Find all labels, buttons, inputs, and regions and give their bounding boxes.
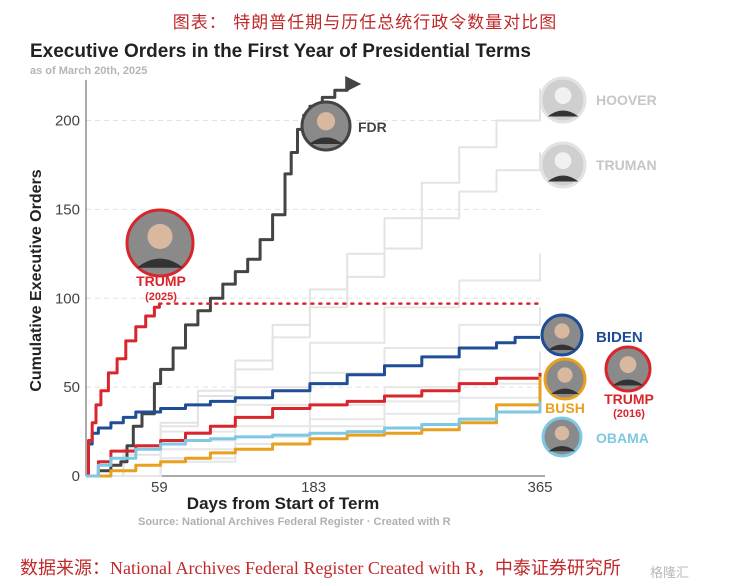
- portrait-suit-trump-2016: [612, 379, 644, 386]
- y-tick-label-50: 50: [63, 379, 80, 396]
- portrait-suit-obama: [548, 446, 576, 452]
- series-sublabel-trump-2016: (2016): [613, 408, 645, 420]
- series-arrow-fdr: [345, 76, 362, 92]
- series-label-trump-2025: TRUMP: [136, 273, 186, 289]
- y-tick-label-200: 200: [55, 113, 80, 130]
- series-line-trump-2025: [86, 303, 161, 478]
- portrait-face-bush: [557, 367, 573, 383]
- series-label-fdr: FDR: [358, 119, 387, 135]
- series-label-truman: TRUMAN: [596, 157, 657, 173]
- x-tick-label-59: 59: [151, 479, 168, 496]
- y-tick-label-100: 100: [55, 290, 80, 307]
- series-line-bush: [86, 376, 542, 478]
- series-line-truman: [86, 152, 541, 477]
- chart-subtitle: as of March 20th, 2025: [30, 65, 147, 77]
- portrait-suit-trump-2025: [136, 258, 184, 268]
- y-axis-label: Cumulative Executive Orders: [28, 169, 45, 391]
- series-label-obama: OBAMA: [596, 430, 649, 446]
- portrait-suit-biden: [548, 344, 576, 350]
- portrait-suit-truman: [547, 175, 579, 182]
- series-label-trump-2016: TRUMP: [604, 391, 654, 407]
- source-footer: 数据来源：National Archives Federal Register …: [20, 558, 621, 578]
- x-tick-label-183: 183: [301, 479, 326, 496]
- y-tick-label-0: 0: [72, 468, 80, 485]
- portrait-suit-hoover: [547, 110, 579, 117]
- series-line-hoover: [86, 88, 541, 477]
- x-tick-label-365: 365: [527, 479, 552, 496]
- series-line-other-a: [86, 253, 541, 477]
- figure-caption: 图表： 特朗普任期与历任总统行政令数量对比图: [172, 13, 558, 33]
- series-label-hoover: HOOVER: [596, 92, 657, 108]
- x-axis-label: Days from Start of Term: [187, 494, 379, 513]
- portrait-face-fdr: [316, 112, 336, 131]
- portrait-face-biden: [554, 323, 570, 339]
- series-line-biden: [86, 335, 540, 478]
- chart-title: Executive Orders in the First Year of Pr…: [30, 41, 531, 62]
- portrait-suit-bush: [551, 388, 579, 394]
- portrait-face-truman: [554, 152, 572, 169]
- portrait-face-hoover: [554, 87, 572, 104]
- portrait-face-obama: [554, 425, 570, 441]
- series-line-obama: [86, 401, 542, 478]
- watermark: 格隆汇: [650, 565, 690, 580]
- portrait-face-trump-2016: [619, 356, 637, 373]
- portrait-suit-fdr: [309, 137, 343, 144]
- series-label-biden: BIDEN: [596, 329, 643, 346]
- chart-source: Source: National Archives Federal Regist…: [138, 516, 451, 528]
- y-tick-label-150: 150: [55, 201, 80, 218]
- series-sublabel-trump-2025: (2025): [145, 291, 177, 303]
- series-label-bush: BUSH: [545, 400, 585, 416]
- portrait-face-trump-2025: [147, 223, 173, 249]
